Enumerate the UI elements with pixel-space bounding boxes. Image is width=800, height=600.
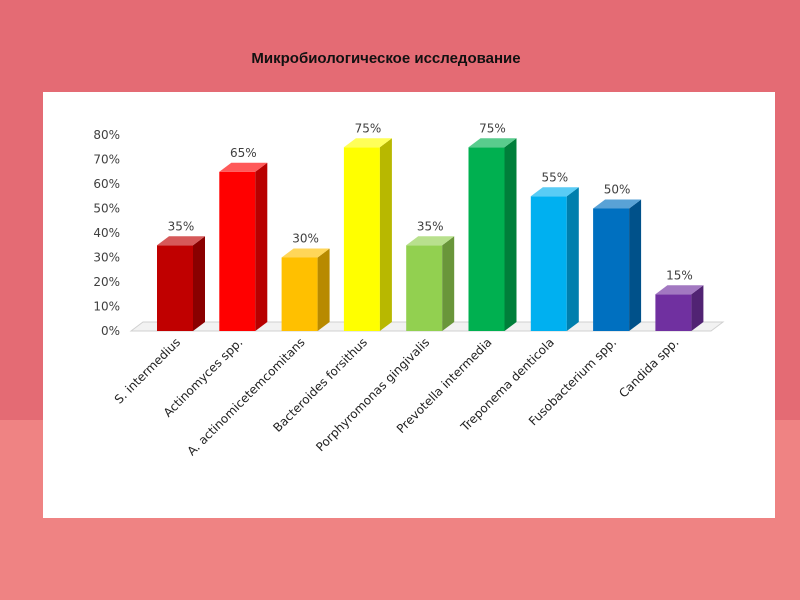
data-label: 75%: [479, 121, 506, 135]
bar-top: [157, 236, 205, 246]
bar-top: [530, 187, 579, 197]
data-label: 35%: [417, 219, 444, 233]
x-category-label: Porphyromonas gingivalis: [313, 335, 432, 454]
data-label: 50%: [604, 183, 631, 197]
bar-side: [379, 138, 392, 331]
data-label: 15%: [666, 268, 693, 282]
bar-front: [530, 196, 567, 331]
chart-card: 0% 10% 20% 30% 40% 50% 60% 70% 80% 35% S. intermed…: [43, 92, 775, 518]
bar-front: [468, 147, 505, 331]
x-category-label: A. actinomicetemcomitans: [185, 335, 308, 458]
bar-front: [655, 294, 692, 331]
x-category-label: Candida spp.: [616, 335, 681, 400]
bar-chart: 0% 10% 20% 30% 40% 50% 60% 70% 80% 35% S. intermed…: [93, 121, 725, 458]
bar-front: [406, 245, 443, 331]
bar-top: [655, 285, 704, 295]
bar-front: [593, 208, 630, 331]
data-label: 75%: [355, 121, 382, 135]
data-label: 65%: [230, 146, 257, 160]
data-label: 55%: [541, 170, 568, 184]
bar-top: [281, 248, 330, 258]
bar-side: [442, 236, 455, 331]
bar-top: [219, 162, 268, 172]
slide-title: Микробиологическое исследование: [251, 50, 521, 67]
bar-front: [343, 147, 380, 331]
bar-top: [468, 138, 517, 148]
data-label: 30%: [292, 232, 319, 246]
y-tick-label: 40%: [93, 226, 120, 240]
y-tick-label: 60%: [93, 177, 120, 191]
y-tick-label: 80%: [93, 128, 120, 142]
x-category-label: S. intermedius: [112, 335, 183, 406]
bar-side: [317, 248, 330, 331]
bar-front: [157, 245, 193, 331]
bar-side: [255, 162, 268, 331]
y-tick-label: 50%: [93, 202, 120, 216]
bar-top: [406, 236, 455, 246]
y-tick-label: 0%: [101, 324, 120, 338]
bar-side: [566, 187, 579, 331]
bar-front: [281, 257, 318, 331]
bar-top: [593, 199, 642, 209]
y-tick-label: 30%: [93, 251, 120, 265]
bar-top: [343, 138, 392, 148]
y-tick-label: 70%: [93, 153, 120, 167]
bar-side: [504, 138, 517, 331]
y-tick-label: 10%: [93, 300, 120, 314]
bar-side: [691, 285, 704, 331]
bar-front: [219, 171, 256, 331]
bar-side: [193, 236, 205, 331]
bar-side: [629, 199, 642, 331]
data-label: 35%: [168, 219, 195, 233]
y-tick-label: 20%: [93, 275, 120, 289]
